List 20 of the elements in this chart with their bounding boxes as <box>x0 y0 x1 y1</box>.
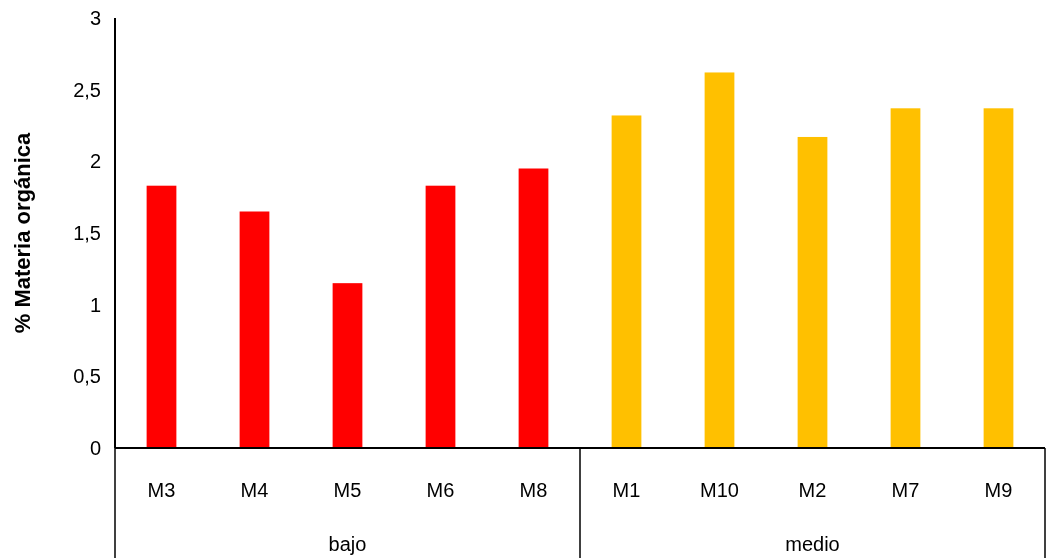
x-tick-label: M7 <box>891 479 920 501</box>
x-tick-label: M2 <box>798 479 827 501</box>
x-tick-label: M1 <box>612 479 641 501</box>
y-tick-label: 2 <box>89 150 101 173</box>
y-tick-label: 1 <box>89 293 101 316</box>
x-tick-label: M8 <box>519 479 548 501</box>
y-axis-title: % Materia orgánica <box>10 131 35 334</box>
x-tick-label: M4 <box>240 479 269 501</box>
x-tick-label: M10 <box>700 479 739 501</box>
text: bajo <box>328 533 367 555</box>
y-tick-label: 1,5 <box>73 222 101 244</box>
y-tick-label: 2,5 <box>73 78 101 101</box>
x-tick-label: M3 <box>147 479 176 501</box>
x-tick-label: M5 <box>333 479 362 501</box>
y-tick-label: 3 <box>89 7 101 29</box>
y-tick-label: 0 <box>89 437 101 459</box>
x-tick-label: M9 <box>984 479 1013 501</box>
x-tick-label: M6 <box>426 479 455 501</box>
text: medio <box>785 533 840 555</box>
y-tick-label: 0,5 <box>73 365 101 388</box>
